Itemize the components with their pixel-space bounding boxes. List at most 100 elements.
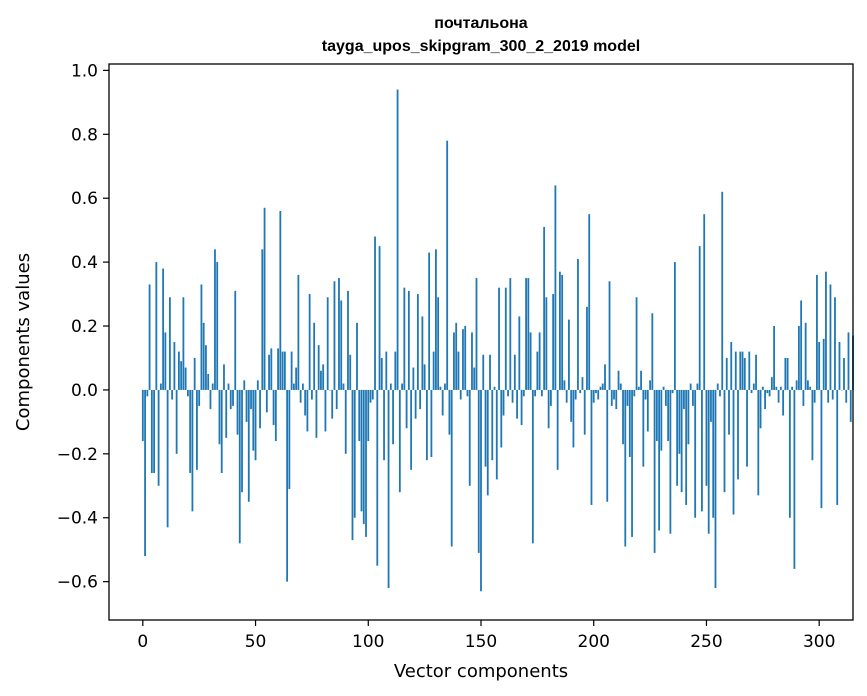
- bar: [775, 386, 778, 390]
- bar: [301, 383, 304, 390]
- bar: [369, 389, 372, 403]
- bar: [351, 389, 354, 541]
- bar: [236, 389, 239, 435]
- bar: [658, 389, 661, 531]
- bar: [759, 389, 762, 429]
- bar: [773, 326, 775, 390]
- bar: [141, 389, 144, 442]
- bar: [205, 345, 207, 390]
- bar: [513, 354, 516, 390]
- bar: [471, 332, 473, 390]
- bar: [825, 271, 827, 390]
- bar: [716, 383, 719, 390]
- bar: [353, 389, 356, 518]
- bar: [347, 290, 349, 390]
- bar: [714, 389, 717, 589]
- bar: [407, 290, 410, 390]
- bar: [378, 246, 381, 390]
- bar: [387, 389, 390, 589]
- bar: [606, 389, 609, 502]
- bar: [649, 380, 651, 390]
- bar: [189, 389, 192, 474]
- bar: [200, 284, 203, 390]
- y-tick-label: −0.4: [57, 509, 98, 529]
- bar: [238, 389, 241, 544]
- y-tick-label: 1.0: [71, 61, 98, 81]
- bar: [148, 284, 151, 390]
- bar: [843, 357, 845, 390]
- bar: [290, 351, 293, 390]
- bar: [588, 214, 591, 390]
- bar: [640, 370, 642, 390]
- bar: [313, 322, 316, 390]
- bar: [617, 370, 620, 390]
- bar: [500, 389, 503, 448]
- bar: [626, 389, 629, 406]
- bar: [820, 389, 823, 509]
- x-tick-label: 150: [465, 632, 497, 652]
- bar: [356, 322, 358, 390]
- bar: [836, 389, 839, 505]
- bar: [475, 278, 478, 390]
- bar: [559, 271, 561, 390]
- bar: [604, 364, 606, 390]
- bar: [635, 297, 638, 390]
- bar: [423, 364, 426, 390]
- bar: [202, 322, 205, 390]
- bar: [207, 373, 210, 390]
- bar: [450, 389, 453, 547]
- bar: [229, 389, 232, 410]
- bar: [660, 389, 663, 451]
- bar: [159, 383, 162, 390]
- bar: [432, 351, 435, 390]
- bar: [574, 389, 577, 400]
- bar: [430, 389, 433, 458]
- bar: [274, 389, 277, 442]
- bar: [254, 389, 257, 461]
- bar: [150, 389, 153, 474]
- bar: [498, 287, 500, 390]
- bar: [155, 262, 158, 390]
- bar: [791, 386, 794, 390]
- bar: [644, 389, 647, 400]
- bar: [286, 389, 289, 582]
- bar: [265, 389, 268, 413]
- bar: [358, 389, 361, 442]
- bar: [703, 214, 706, 390]
- bar: [394, 351, 397, 390]
- bar: [164, 332, 167, 390]
- bar: [374, 236, 376, 390]
- bar: [507, 389, 509, 397]
- bar: [482, 354, 485, 390]
- bar: [511, 389, 514, 403]
- bar: [344, 389, 347, 454]
- x-axis-label: Vector components: [394, 661, 568, 682]
- bar: [315, 389, 318, 438]
- bar: [608, 281, 611, 390]
- bar: [779, 386, 782, 390]
- bar: [272, 389, 275, 426]
- bar: [234, 290, 237, 390]
- bar: [168, 297, 171, 390]
- bar: [367, 389, 370, 442]
- bar: [216, 262, 219, 390]
- bar: [784, 357, 787, 390]
- bar: [710, 389, 712, 422]
- bar: [595, 389, 597, 394]
- bar: [737, 389, 739, 480]
- bar: [331, 389, 334, 419]
- bar: [322, 364, 325, 390]
- bar: [175, 389, 178, 454]
- bar: [845, 389, 848, 403]
- bar: [146, 389, 149, 397]
- bar: [518, 316, 521, 390]
- bar: [401, 383, 403, 390]
- bar: [549, 389, 552, 406]
- bar: [277, 348, 279, 390]
- bar: [748, 351, 751, 390]
- bar: [601, 383, 604, 390]
- bar-series: [141, 89, 854, 592]
- bar: [793, 389, 796, 569]
- bar: [646, 389, 649, 432]
- bar: [311, 389, 313, 400]
